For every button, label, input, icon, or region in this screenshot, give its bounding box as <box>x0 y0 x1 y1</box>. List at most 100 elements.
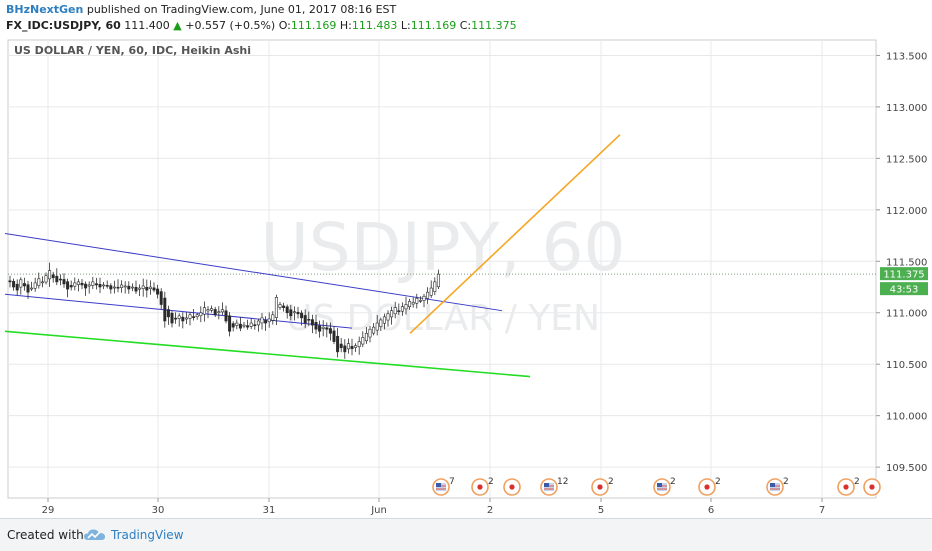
candle <box>379 319 383 327</box>
y-tick-label: 113.500 <box>886 51 927 62</box>
x-tick-label: 2 <box>487 505 493 516</box>
current-price-label: 111.375 <box>883 270 924 281</box>
publish-line: BHzNextGen published on TradingView.com,… <box>6 3 396 17</box>
event-markers[interactable]: 7 2 12 2 2 2 2 2 <box>432 477 881 496</box>
event-count: 2 <box>715 477 721 487</box>
trend-line[interactable] <box>409 134 621 334</box>
candle <box>184 317 188 320</box>
candle <box>390 310 394 318</box>
close-value: 111.375 <box>471 19 517 32</box>
y-tick-label: 111.500 <box>886 257 927 268</box>
candle <box>206 309 210 312</box>
candle <box>375 322 379 331</box>
us-flag-canton <box>544 483 549 487</box>
open-label: O: <box>278 19 291 32</box>
candle <box>69 285 73 288</box>
footer: Created with TradingView <box>0 518 932 551</box>
jp-flag-icon <box>597 484 603 490</box>
event-count: 12 <box>557 477 568 487</box>
candle <box>163 297 167 322</box>
symbol-text[interactable]: FX_IDC:USDJPY, 60 <box>6 19 121 32</box>
candle <box>76 281 80 285</box>
price-change: +0.557 (+0.5%) <box>185 19 276 32</box>
candle <box>285 306 289 314</box>
trend-line[interactable] <box>4 330 531 378</box>
x-tick-label: 7 <box>819 505 825 516</box>
candle <box>181 316 185 322</box>
last-price: 111.400 <box>124 19 170 32</box>
x-tick-label: 29 <box>42 505 55 516</box>
candle <box>238 323 242 329</box>
candle <box>400 306 404 312</box>
candle <box>73 282 77 287</box>
candle <box>8 280 12 283</box>
candle <box>37 278 41 286</box>
candle <box>40 281 44 284</box>
candle <box>282 305 286 308</box>
candle <box>325 327 329 330</box>
candle <box>386 313 390 321</box>
candle <box>300 312 304 319</box>
trend-line[interactable] <box>4 293 353 329</box>
candle <box>368 328 372 338</box>
candle <box>134 287 138 292</box>
candle <box>346 343 350 350</box>
watermark-symbol: USDJPY, 60 <box>260 209 625 286</box>
open-value: 111.169 <box>290 19 337 32</box>
candle <box>109 285 113 290</box>
candle <box>58 278 62 281</box>
candle <box>332 330 336 342</box>
candle <box>253 324 257 327</box>
candle <box>339 343 343 349</box>
low-label: L: <box>400 19 411 32</box>
symbol-line: FX_IDC:USDJPY, 60 111.400 ▲ +0.557 (+0.5… <box>6 19 517 33</box>
candle <box>44 275 48 283</box>
current-price-badge <box>880 267 928 281</box>
created-with-text: Created with <box>7 528 84 542</box>
candle <box>242 324 246 327</box>
candle <box>433 281 437 292</box>
candle <box>224 310 228 322</box>
watermark: USDJPY, 60 US DOLLAR / YEN <box>260 209 625 339</box>
published-text: published on TradingView.com, June 01, 2… <box>86 3 397 16</box>
time-axis[interactable]: 29 30 31 Jun 2 5 6 7 <box>42 498 826 516</box>
candle <box>166 309 170 318</box>
candle <box>120 284 124 288</box>
candle <box>310 319 314 326</box>
candle <box>364 333 368 342</box>
candle <box>220 309 224 313</box>
price-axis[interactable]: 109.500 110.000 110.500 111.000 111.500 112.0… <box>876 51 928 474</box>
x-tick-label: Jun <box>370 505 387 516</box>
candle <box>372 326 376 334</box>
candle <box>249 322 253 327</box>
author-link[interactable]: BHzNextGen <box>6 3 84 16</box>
jp-flag-icon <box>477 484 483 490</box>
candle <box>231 323 235 328</box>
chart-title: US DOLLAR / YEN, 60, IDC, Heikin Ashi <box>14 44 251 57</box>
tradingview-brand-link[interactable]: TradingView <box>111 528 184 542</box>
low-value: 111.169 <box>410 19 457 32</box>
trend-lines[interactable] <box>4 134 621 378</box>
candle <box>246 325 250 328</box>
candle <box>354 345 358 348</box>
candle <box>318 325 322 332</box>
candles <box>8 262 440 359</box>
candle <box>404 304 408 310</box>
candle <box>123 285 127 288</box>
trend-line[interactable] <box>4 232 503 312</box>
candle <box>408 301 412 307</box>
chart-area[interactable]: USDJPY, 60 US DOLLAR / YEN US DOLLAR / Y… <box>0 38 932 518</box>
high-value: 111.483 <box>351 19 398 32</box>
candle <box>145 287 149 291</box>
candle <box>235 322 239 326</box>
price-chart[interactable]: USDJPY, 60 US DOLLAR / YEN US DOLLAR / Y… <box>0 38 932 518</box>
candle <box>188 314 192 319</box>
us-flag-canton <box>436 483 441 487</box>
candle <box>87 284 91 287</box>
y-tick-label: 111.000 <box>886 309 927 320</box>
candle <box>274 297 278 318</box>
up-arrow-icon: ▲ <box>173 19 182 32</box>
candle <box>22 283 26 287</box>
candle <box>210 308 214 311</box>
candle <box>292 311 296 314</box>
